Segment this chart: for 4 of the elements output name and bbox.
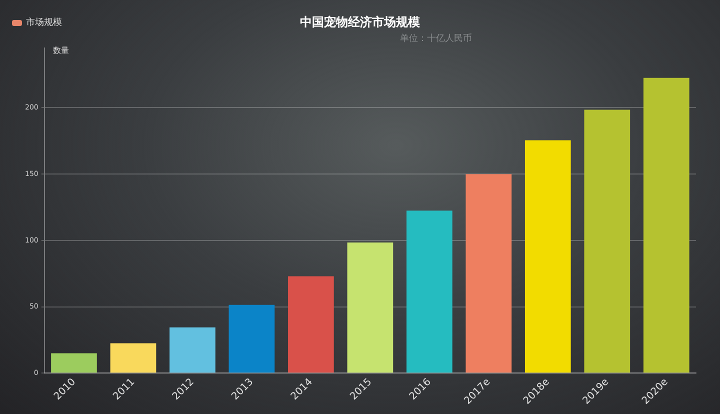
chart-subtitle: 单位：十亿人民币 — [400, 32, 472, 45]
chart-title: 中国宠物经济市场规模 — [300, 15, 420, 29]
legend-label: 市场规模 — [26, 16, 62, 29]
y-axis-title: 数量 — [53, 45, 69, 56]
